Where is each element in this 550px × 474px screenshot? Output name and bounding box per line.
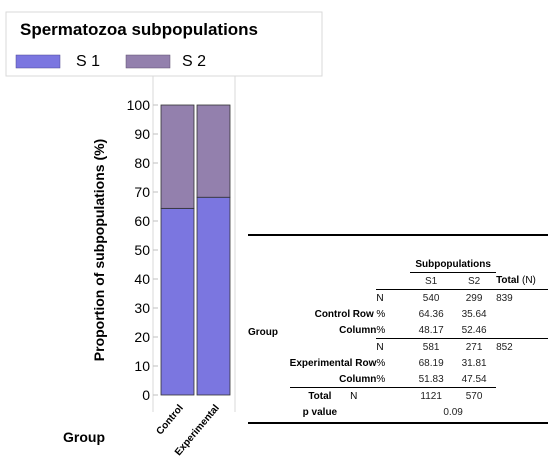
control-total: 839 [496, 289, 548, 306]
y-tick-label: 20 [134, 329, 150, 345]
pvalue-label: p value [302, 406, 338, 418]
total-n-s1: 1121 [410, 387, 453, 404]
legend-label-s2: S 2 [182, 53, 206, 70]
bar-experimental-s1 [196, 196, 231, 396]
x-axis-title: Group [63, 429, 105, 445]
control-n-s2: 299 [452, 289, 497, 306]
bar-experimental-s2 [196, 104, 231, 198]
header-subpopulations: Subpopulations [410, 256, 497, 273]
y-axis-ticks: 0 10 20 30 40 50 60 70 80 90 100 [127, 97, 158, 403]
control-row-s1: 64.36 [418, 308, 444, 320]
bar-control-s1 [160, 207, 195, 396]
y-tick-label: 70 [134, 184, 150, 200]
x-tick-label-control: Control [155, 403, 186, 437]
bars-group [160, 104, 231, 396]
legend-swatch-s1 [15, 54, 61, 69]
experimental-col-s1: 51.83 [418, 373, 444, 385]
experimental-total: 852 [496, 338, 548, 355]
legend-swatch-s2 [125, 54, 171, 69]
control-row-label: Row [352, 308, 374, 320]
bar-control-s2 [160, 104, 195, 209]
legend-title: Spermatozoa subpopulations [20, 20, 258, 39]
control-row-pct-label: % [376, 308, 386, 320]
control-column-pct-label: % [376, 324, 386, 336]
experimental-n-s2: 271 [452, 338, 497, 355]
control-label: Control [314, 308, 351, 320]
experimental-column-pct-label: % [376, 373, 386, 385]
experimental-label: Experimental [289, 357, 353, 369]
y-tick-label: 40 [134, 271, 150, 287]
experimental-row-s2: 31.81 [461, 357, 487, 369]
y-tick-label: 100 [127, 97, 151, 113]
group-label: Group [248, 326, 278, 338]
pvalue-value: 0.09 [443, 406, 463, 418]
experimental-n-label: N [376, 338, 411, 355]
experimental-row-s1: 68.19 [418, 357, 444, 369]
header-total: Total [496, 275, 520, 287]
header-s1: S1 [425, 275, 438, 287]
experimental-n-s1: 581 [410, 338, 453, 355]
y-axis-title: Proportion of subpopulations (%) [91, 139, 107, 361]
control-col-s1: 48.17 [418, 324, 444, 336]
header-total-unit: (N) [522, 275, 536, 287]
subpopulations-table: Subpopulations S1 S2 Total (N) N 540 299… [248, 234, 548, 424]
header-s2: S2 [467, 275, 481, 287]
experimental-column-label: Column [339, 373, 377, 385]
y-tick-label: 50 [134, 242, 150, 258]
experimental-col-s2: 47.54 [461, 373, 487, 385]
total-n-label: N [350, 387, 377, 404]
experimental-row-pct-label: % [376, 357, 386, 369]
control-col-s2: 52.46 [461, 324, 487, 336]
experimental-row-label: Row [355, 357, 377, 369]
y-tick-label: 80 [134, 155, 150, 171]
control-column-label: Column [339, 324, 377, 336]
y-tick-label: 90 [134, 126, 150, 142]
y-tick-label: 10 [134, 358, 150, 374]
y-tick-label: 0 [142, 387, 150, 403]
control-row-s2: 35.64 [461, 308, 487, 320]
y-tick-label: 30 [134, 300, 150, 316]
total-n-s2: 570 [452, 387, 497, 404]
control-n-s1: 540 [410, 289, 453, 306]
y-tick-label: 60 [134, 213, 150, 229]
legend-label-s1: S 1 [76, 53, 100, 70]
control-n-label: N [376, 289, 411, 306]
total-label: Total [289, 387, 351, 404]
